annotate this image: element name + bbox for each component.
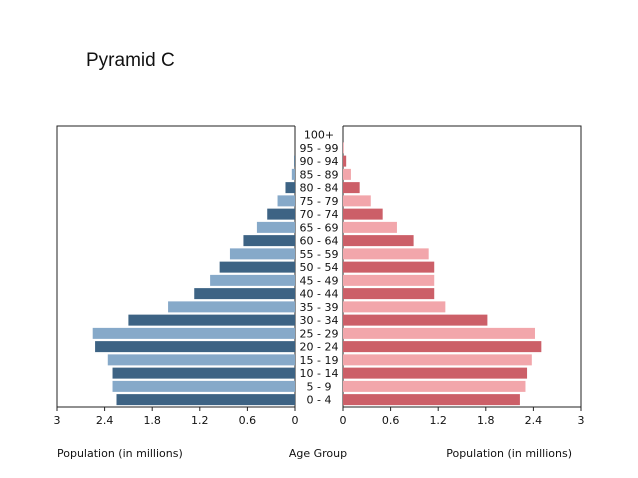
right-bar: [343, 354, 532, 366]
right-tick-label: 3: [578, 414, 585, 427]
left-bar: [194, 288, 295, 300]
right-bar: [343, 367, 528, 379]
age-group-label: 80 - 84: [300, 182, 339, 195]
right-bars: [343, 142, 542, 406]
right-bar: [343, 380, 526, 392]
left-bar: [277, 195, 295, 207]
left-bar: [294, 155, 295, 167]
left-bar: [112, 367, 296, 379]
age-group-label: 60 - 64: [300, 235, 339, 248]
age-group-label: 75 - 79: [300, 195, 339, 208]
left-bar: [219, 261, 295, 273]
right-tick-label: 2.4: [525, 414, 543, 427]
age-group-label: 50 - 54: [300, 261, 339, 274]
left-bar: [243, 235, 295, 247]
right-bar: [343, 248, 429, 260]
age-group-label: 5 - 9: [307, 380, 332, 393]
right-bar: [343, 182, 360, 194]
left-tick-label: 0: [292, 414, 299, 427]
age-group-label: 25 - 29: [300, 327, 339, 340]
x-axis-label-center: Age Group: [289, 447, 347, 460]
age-group-label: 40 - 44: [300, 288, 339, 301]
right-bar: [343, 221, 397, 233]
left-bar: [210, 274, 295, 286]
right-bar: [343, 314, 488, 326]
left-bar: [168, 301, 295, 313]
axis-ticks: 3 0 2.4 0.6 1.8 1.2 1.2 1.8 0.6 2.4 0 3: [54, 407, 585, 427]
left-bar: [116, 394, 295, 406]
left-bar: [285, 182, 295, 194]
right-bar: [343, 155, 347, 167]
age-group-label: 15 - 19: [300, 354, 339, 367]
age-group-label: 30 - 34: [300, 314, 339, 327]
age-group-label: 35 - 39: [300, 301, 339, 314]
left-tick-label: 0.6: [239, 414, 257, 427]
left-bar: [107, 354, 295, 366]
right-bar: [343, 168, 351, 180]
age-group-label: 65 - 69: [300, 221, 339, 234]
right-bar: [343, 288, 435, 300]
right-bar: [343, 195, 371, 207]
left-bars: [92, 155, 296, 406]
age-group-label: 0 - 4: [307, 394, 332, 407]
right-tick-label: 1.2: [429, 414, 447, 427]
age-group-label: 45 - 49: [300, 274, 339, 287]
left-bar: [267, 208, 295, 220]
left-bar: [95, 341, 295, 353]
left-bar: [229, 248, 295, 260]
age-group-label: 85 - 89: [300, 168, 339, 181]
age-group-label: 100+: [304, 129, 334, 142]
slide-title: Pyramid C: [86, 50, 175, 71]
right-tick-label: 0: [340, 414, 347, 427]
x-axis-label-right: Population (in millions): [446, 447, 572, 460]
left-bar: [256, 221, 295, 233]
age-group-label: 20 - 24: [300, 341, 339, 354]
left-bar: [92, 327, 295, 339]
right-bar: [343, 208, 383, 220]
right-bar: [343, 327, 535, 339]
right-bar: [343, 235, 414, 247]
left-tick-label: 3: [54, 414, 61, 427]
right-bar: [343, 142, 344, 154]
left-tick-label: 2.4: [96, 414, 114, 427]
left-tick-label: 1.2: [191, 414, 209, 427]
right-bar: [343, 274, 435, 286]
left-bar: [291, 168, 295, 180]
right-bar: [343, 394, 520, 406]
age-group-label: 70 - 74: [300, 208, 339, 221]
right-bar: [343, 301, 446, 313]
right-tick-label: 0.6: [382, 414, 400, 427]
left-tick-label: 1.8: [143, 414, 161, 427]
age-group-label: 95 - 99: [300, 142, 339, 155]
left-bar: [128, 314, 295, 326]
age-group-label: 55 - 59: [300, 248, 339, 261]
right-tick-label: 1.8: [477, 414, 495, 427]
left-bar: [112, 380, 296, 392]
right-bar: [343, 341, 542, 353]
right-bar: [343, 261, 435, 273]
x-axis-label-left: Population (in millions): [57, 447, 183, 460]
age-group-label: 90 - 94: [300, 155, 339, 168]
age-group-label: 10 - 14: [300, 367, 339, 380]
